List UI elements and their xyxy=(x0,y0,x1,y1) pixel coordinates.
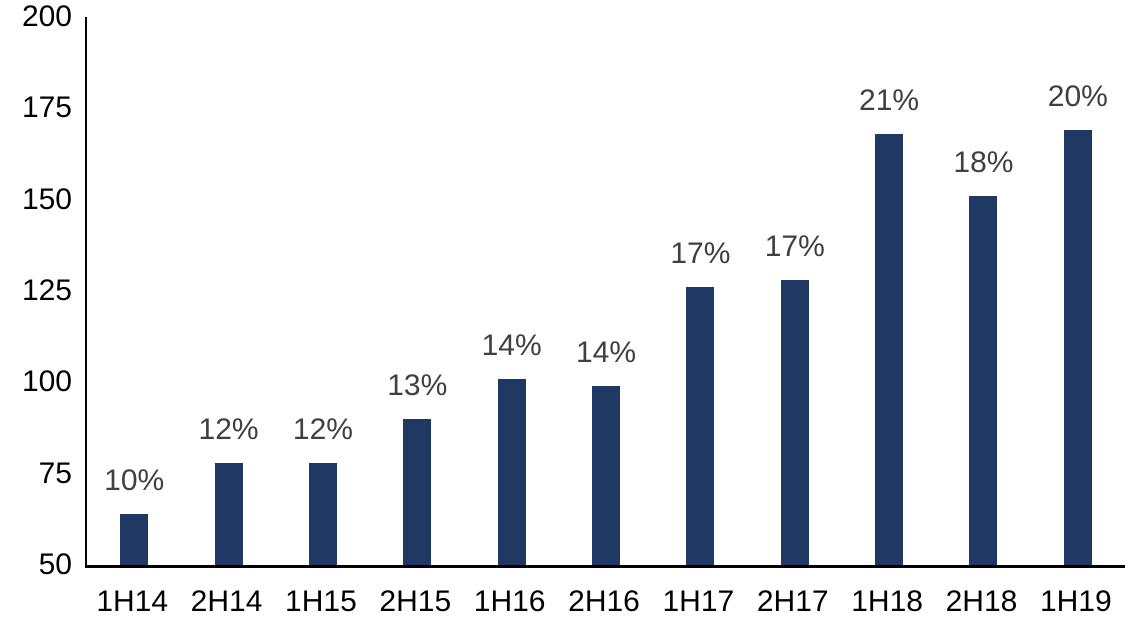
bar-value-label: 21% xyxy=(859,83,920,117)
x-axis: 1H14 2H14 1H15 2H15 1H16 2H16 1H17 2H17 1H18 2H18… xyxy=(85,585,1123,625)
bar-1h15 xyxy=(308,462,337,565)
y-tick-label: 150 xyxy=(21,182,72,216)
bar-2h15 xyxy=(403,418,432,565)
x-tick-label: 1H18 xyxy=(851,585,923,618)
plot-area: 10% 12% 12% 13% 14% 14% 17% 17% 21% 18% 20% xyxy=(85,17,1125,568)
y-axis: 50 75 100 125 150 175 200 xyxy=(0,2,72,580)
x-tick-label: 1H16 xyxy=(473,585,546,618)
bar-2h14 xyxy=(214,462,243,565)
x-tick-label: 1H14 xyxy=(96,585,169,618)
bar-1h14 xyxy=(120,513,149,565)
bar-1h17 xyxy=(686,287,715,565)
x-tick-label: 1H17 xyxy=(662,585,735,618)
y-tick-label: 100 xyxy=(21,365,72,399)
x-tick-label: 1H15 xyxy=(285,585,357,618)
x-tick-label: 2H14 xyxy=(190,585,263,618)
bar-value-label: 20% xyxy=(1047,80,1108,114)
bar-2h16 xyxy=(592,386,620,565)
x-tick-label: 2H17 xyxy=(756,585,829,618)
y-tick-label: 125 xyxy=(21,274,72,307)
bar-1h18 xyxy=(875,133,904,565)
y-tick-label: 200 xyxy=(21,0,72,33)
x-tick-label: 1H19 xyxy=(1039,585,1112,618)
bar-value-label: 17% xyxy=(670,237,731,271)
y-tick-label: 50 xyxy=(38,548,72,581)
y-tick-label: 75 xyxy=(38,456,72,490)
bar-value-label: 13% xyxy=(387,368,448,402)
bar-value-label: 14% xyxy=(481,328,542,362)
bar-1h16 xyxy=(497,378,526,565)
bar-value-label: 17% xyxy=(764,230,825,264)
bar-value-label: 12% xyxy=(292,412,353,446)
bar-value-label: 14% xyxy=(575,336,637,369)
bar-1h19 xyxy=(1063,130,1092,565)
bar-2h17 xyxy=(780,280,809,565)
bar-value-label: 18% xyxy=(953,146,1014,180)
x-tick-label: 2H15 xyxy=(379,585,452,618)
x-tick-label: 2H16 xyxy=(568,585,640,618)
bar-value-label: 10% xyxy=(104,463,165,497)
y-tick-label: 175 xyxy=(21,91,72,125)
bar-2h18 xyxy=(969,196,998,565)
x-tick-label: 2H18 xyxy=(945,585,1018,618)
bar-value-label: 12% xyxy=(198,412,259,446)
